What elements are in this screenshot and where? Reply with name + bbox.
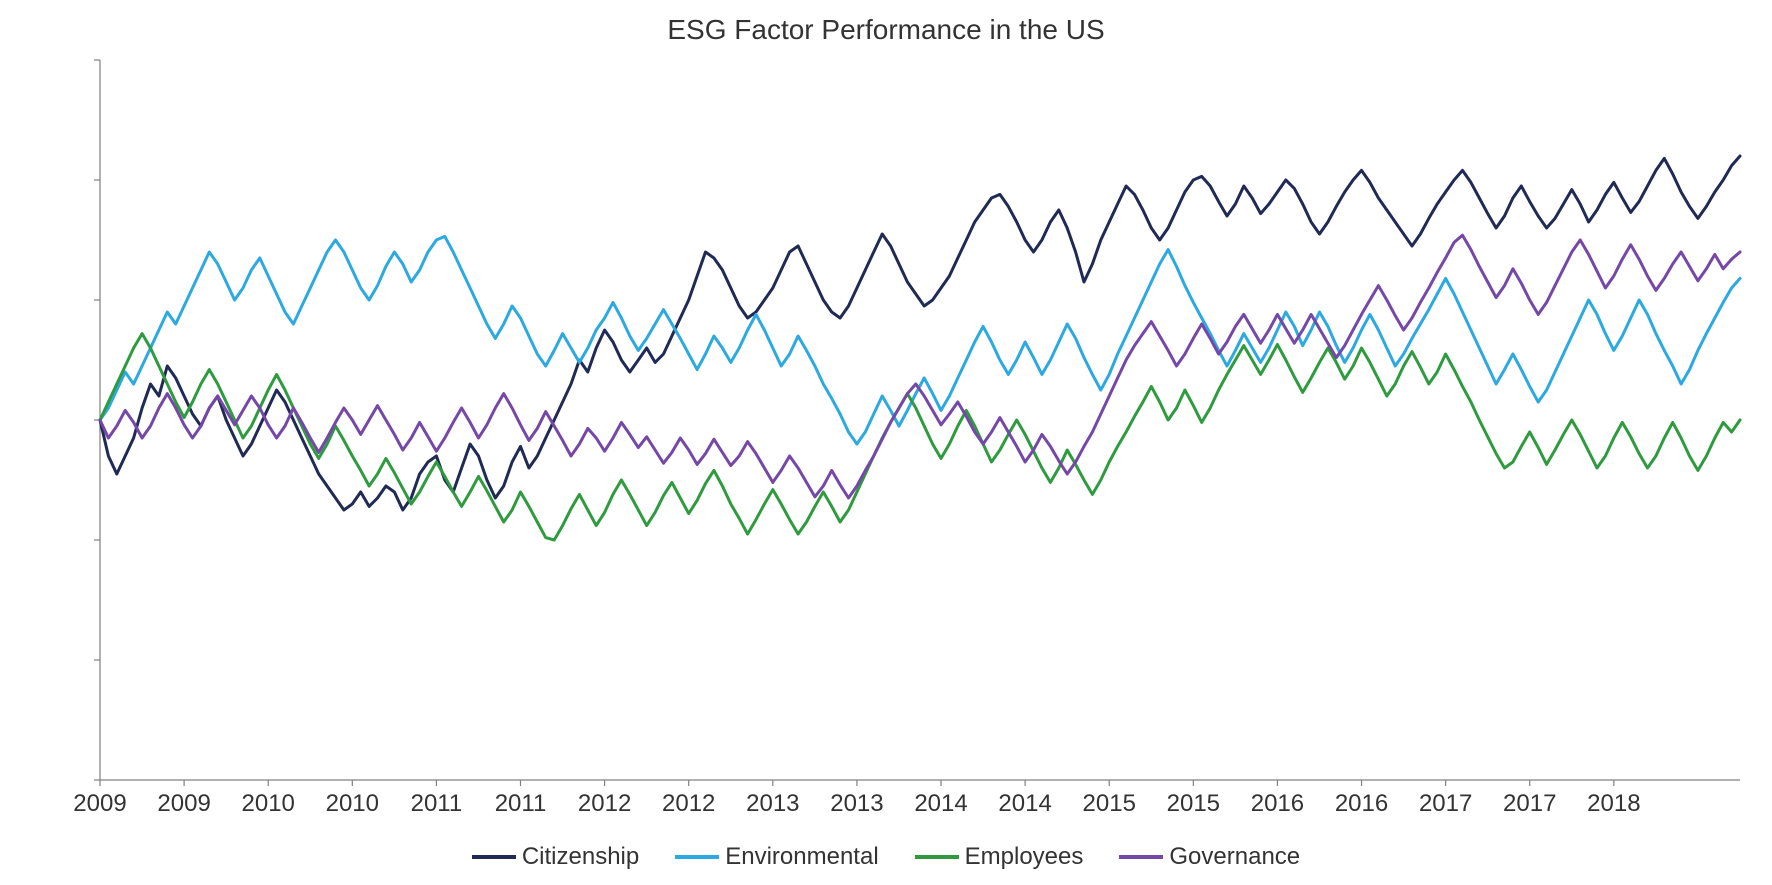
legend-item-environmental: Environmental — [675, 843, 878, 871]
legend-label: Governance — [1169, 843, 1300, 871]
x-tick-label: 2009 — [73, 790, 126, 818]
x-tick-label: 2011 — [411, 790, 463, 818]
series-line-governance — [100, 235, 1740, 498]
x-tick-label: 2012 — [578, 790, 631, 818]
legend-label: Environmental — [725, 843, 878, 871]
x-tick-label: 2010 — [242, 790, 295, 818]
legend-label: Employees — [965, 843, 1084, 871]
x-tick-label: 2015 — [1083, 790, 1136, 818]
legend-item-governance: Governance — [1119, 843, 1300, 871]
x-tick-label: 2016 — [1335, 790, 1388, 818]
x-tick-label: 2018 — [1587, 790, 1640, 818]
line-chart: ESG Factor Performance in the US 7008009… — [0, 0, 1772, 885]
x-tick-label: 2017 — [1503, 790, 1556, 818]
x-tick-label: 2009 — [157, 790, 210, 818]
x-tick-label: 2015 — [1167, 790, 1220, 818]
legend-label: Citizenship — [522, 843, 639, 871]
x-tick-label: 2014 — [998, 790, 1051, 818]
x-tick-label: 2012 — [662, 790, 715, 818]
x-tick-label: 2010 — [326, 790, 379, 818]
chart-legend: Citizenship Environmental Employees Governa… — [0, 838, 1772, 871]
legend-item-citizenship: Citizenship — [472, 843, 639, 871]
x-tick-label: 2011 — [495, 790, 547, 818]
legend-swatch — [675, 855, 719, 859]
x-tick-label: 2013 — [830, 790, 883, 818]
legend-swatch — [472, 855, 516, 859]
legend-swatch — [915, 855, 959, 859]
x-tick-label: 2013 — [746, 790, 799, 818]
series-line-citizenship — [100, 156, 1740, 510]
legend-item-employees: Employees — [915, 843, 1084, 871]
x-tick-label: 2014 — [914, 790, 967, 818]
chart-plot-area — [0, 0, 1772, 885]
legend-swatch — [1119, 855, 1163, 859]
x-tick-label: 2016 — [1251, 790, 1304, 818]
x-tick-label: 2017 — [1419, 790, 1472, 818]
